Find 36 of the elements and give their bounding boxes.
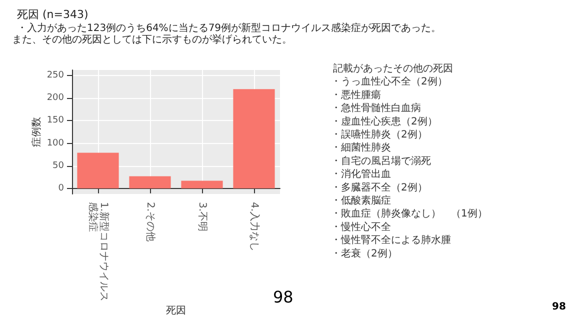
y-tick-label: 50 — [52, 160, 64, 171]
chart-title: 死因 (n=343) — [17, 8, 88, 21]
x-tick-label: 3.不明 — [196, 202, 208, 232]
text: ・細菌性肺炎 — [331, 142, 391, 154]
text: ・急性骨髄性白血病 — [331, 102, 421, 114]
text: ・慢性腎不全による肺水腫 — [331, 234, 451, 246]
y-axis-title: 症例数 — [30, 117, 42, 147]
x-axis-title: 死因 — [166, 306, 186, 316]
text: 98 — [273, 288, 294, 306]
chart-subtitle: ・入力があった123例のうち64%に当たる79例が新型コロナウイルス感染症が死因であった。 — [17, 22, 442, 34]
text: ・慢性心不全 — [331, 220, 391, 233]
y-tick-label: 200 — [46, 93, 64, 104]
text: ・悪性腫瘍 — [331, 88, 381, 101]
x-tick-label: 2.その他 — [144, 202, 156, 242]
text: ・消化管出血 — [331, 168, 391, 180]
text: また、その他の死因としては下に示すものが挙げられていた。 — [12, 34, 292, 46]
y-tick-label: 250 — [46, 70, 64, 81]
y-tick-label: 0 — [58, 183, 64, 194]
text: ・うっ血性心不全（2例） — [331, 76, 448, 88]
text: ・虚血性心疾患（2例） — [331, 115, 438, 128]
y-tick-label: 150 — [46, 116, 64, 126]
text: ・低酸素脳症 — [331, 194, 391, 206]
bar — [181, 180, 223, 188]
text: 98 — [552, 302, 566, 312]
bar — [233, 89, 275, 188]
x-tick-label: 4.入力なし — [248, 202, 260, 252]
bar — [129, 176, 171, 188]
text: ・自宅の風呂場で溺死 — [331, 154, 431, 167]
bar — [77, 152, 119, 188]
y-tick-label: 100 — [46, 138, 64, 148]
text: ・多臓器不全（2例） — [331, 181, 428, 194]
text: ・老衰（2例） — [331, 247, 398, 260]
text: 記載があったその他の死因 — [333, 62, 453, 74]
text: ・誤嚥性肺炎（2例） — [331, 128, 428, 140]
x-tick-label: 1.新型コロナウイルス感染症 — [87, 202, 110, 302]
text: ・敗血症（肺炎像なし） （1例） — [331, 208, 488, 220]
